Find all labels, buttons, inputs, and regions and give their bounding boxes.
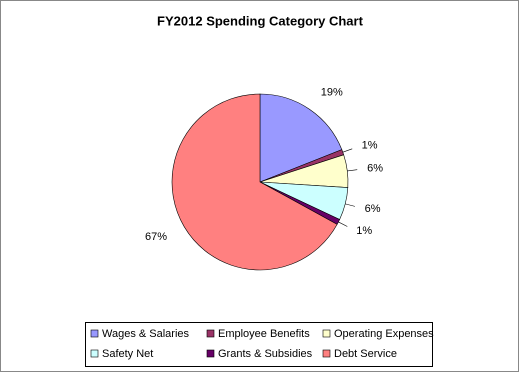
legend-label: Grants & Subsidies [218,348,313,360]
data-label: 19% [321,87,343,99]
legend-label: Wages & Salaries [102,328,190,340]
leader-line [338,221,348,227]
data-label: 1% [362,139,378,151]
legend-label: Operating Expenses [334,328,434,340]
pie-slice [171,93,338,271]
leader-line [342,148,353,153]
legend-box [85,322,433,367]
legend-swatch [206,329,215,338]
data-label: 1% [356,225,372,237]
leader-line [347,169,358,172]
chart-title: FY2012 Spending Category Chart [157,13,364,28]
legend-swatch [90,329,99,338]
legend-swatch [90,349,99,358]
data-label: 67% [145,231,167,243]
legend-swatch [322,349,331,358]
legend-swatch [322,329,331,338]
pie-slice [259,93,343,183]
data-label: 6% [365,203,381,215]
legend-label: Safety Net [102,348,153,360]
legend-swatch [206,349,215,358]
legend-label: Employee Benefits [218,328,310,340]
data-label: 6% [367,162,383,174]
leader-line [345,203,355,207]
legend-label: Debt Service [334,348,397,360]
